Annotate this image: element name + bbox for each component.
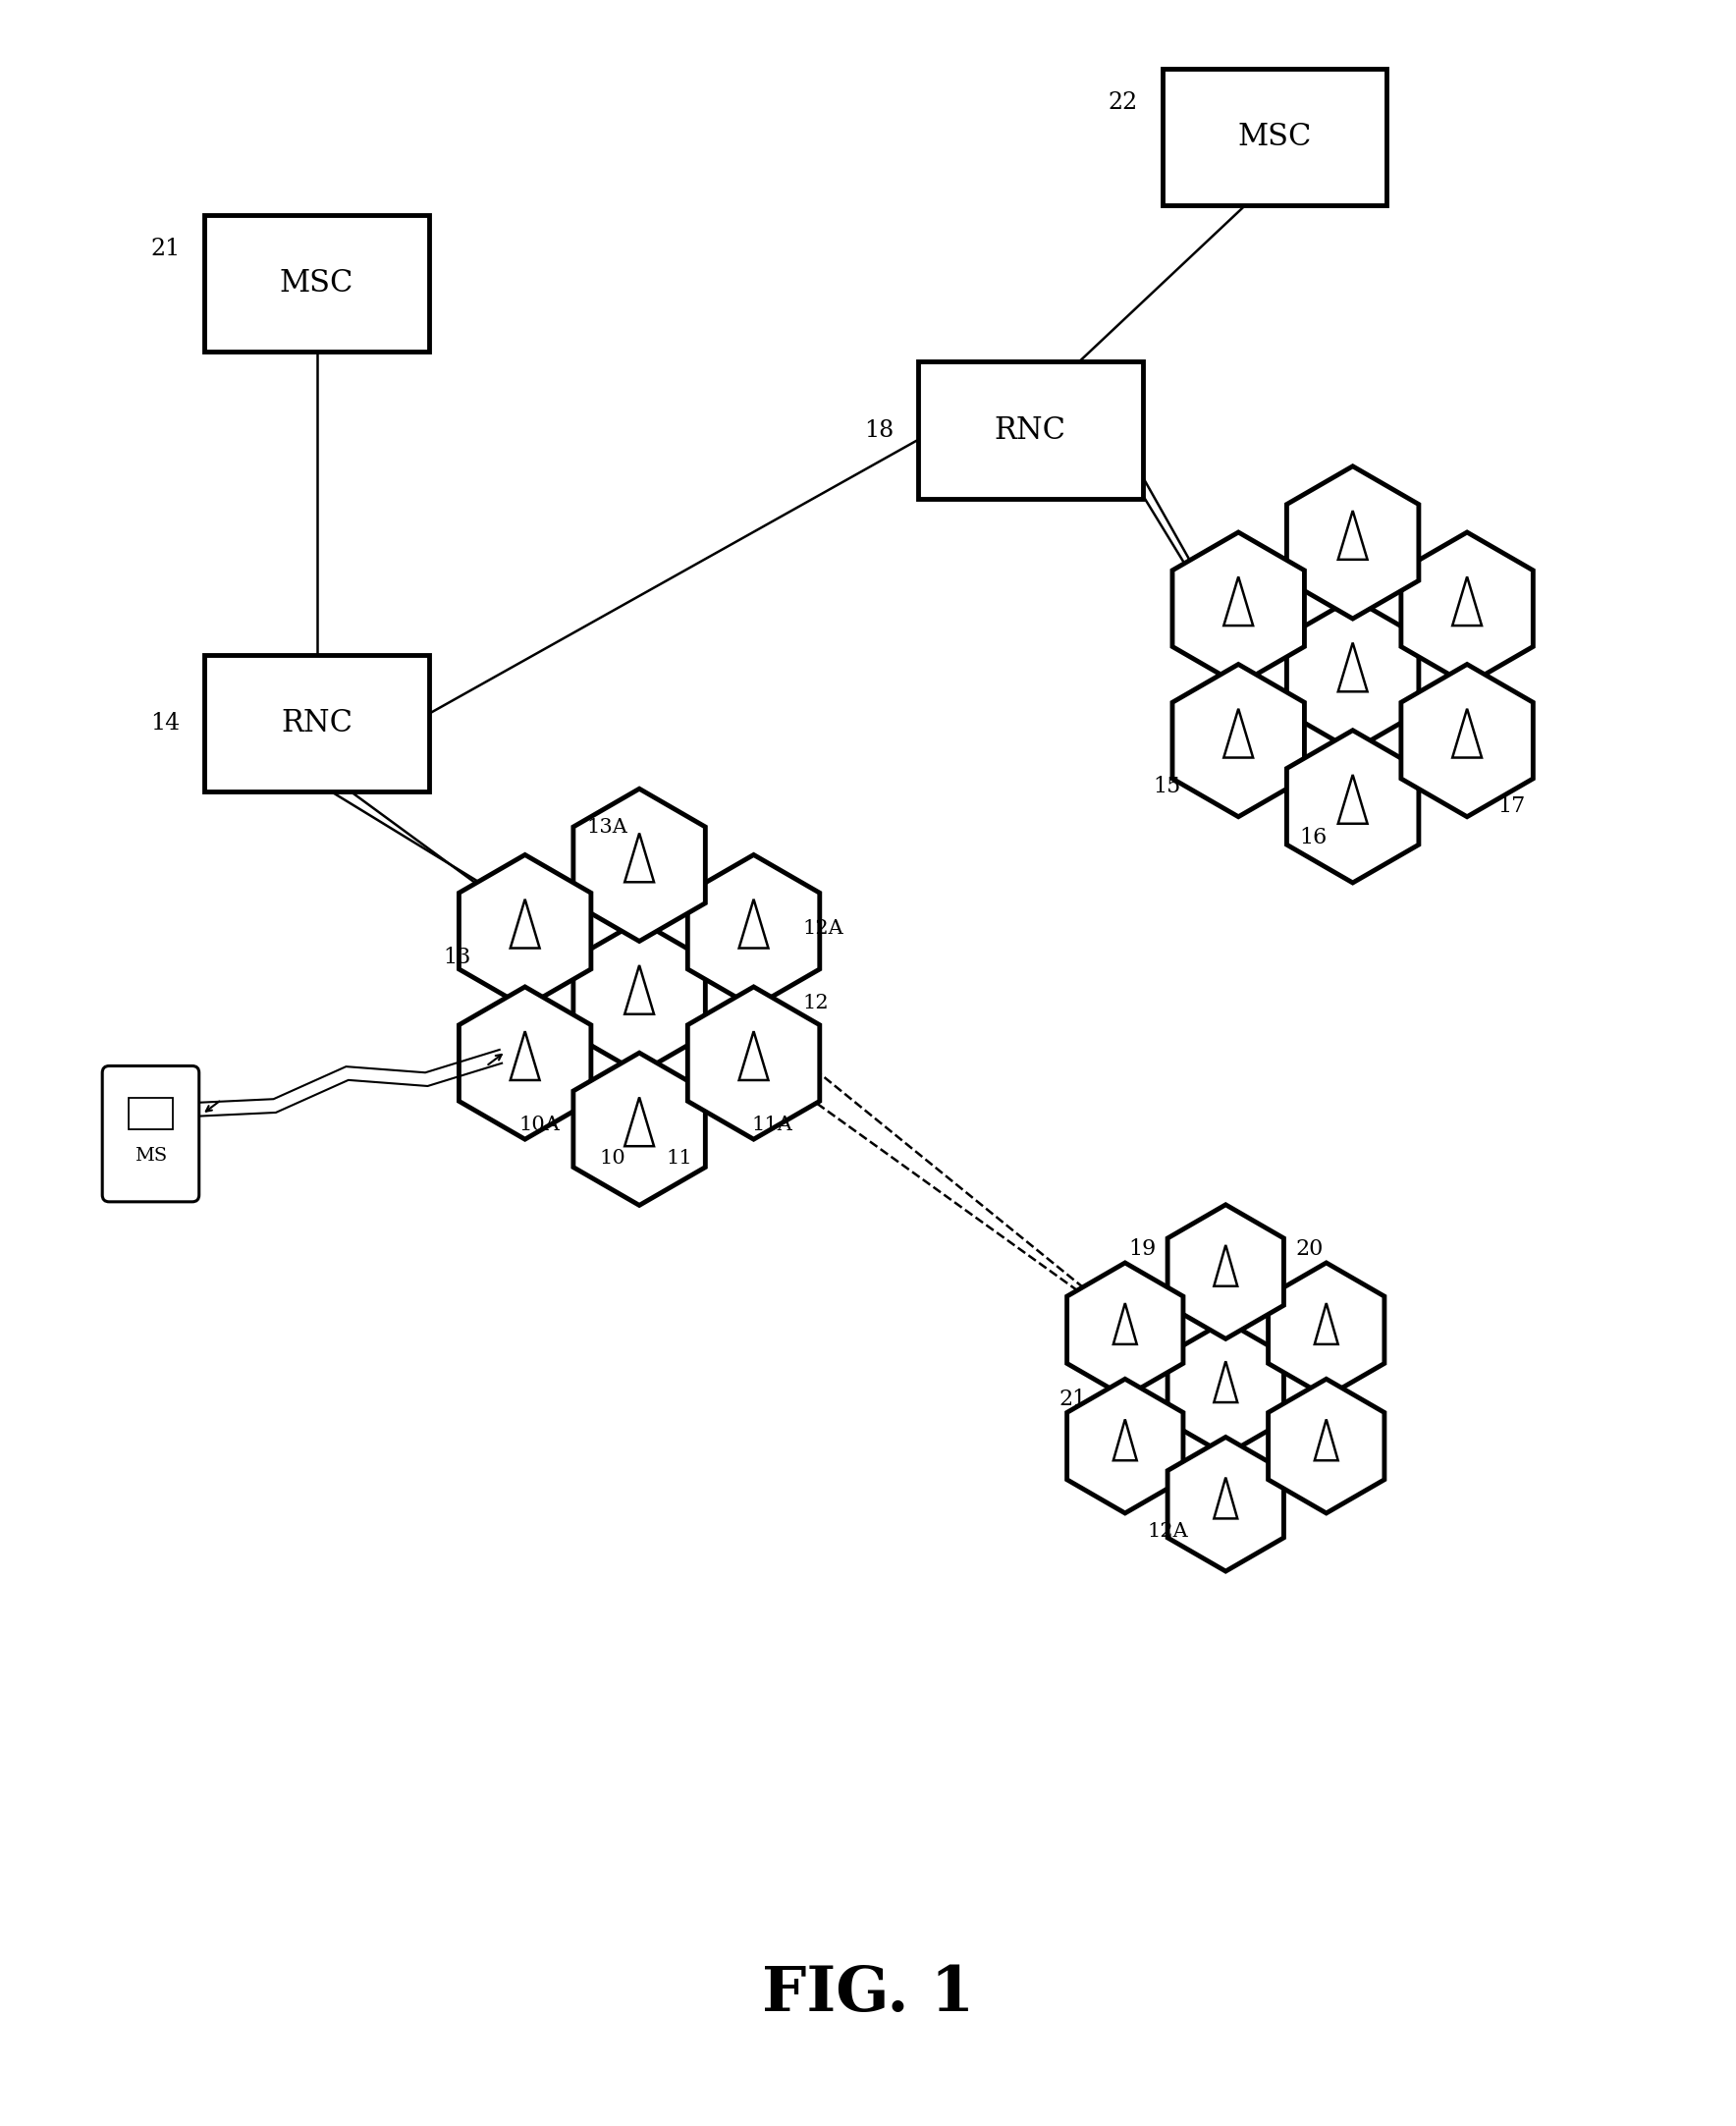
Polygon shape [740,1031,769,1080]
Polygon shape [1286,597,1418,750]
Polygon shape [1338,510,1368,559]
Polygon shape [1314,1420,1338,1461]
Text: MSC: MSC [279,268,354,300]
FancyBboxPatch shape [1161,68,1387,206]
Text: RNC: RNC [995,415,1066,444]
Polygon shape [573,1052,705,1205]
Text: 11A: 11A [752,1116,793,1135]
Polygon shape [1224,708,1253,757]
Polygon shape [1213,1361,1238,1403]
Text: 12A: 12A [1147,1522,1187,1539]
Polygon shape [1213,1478,1238,1518]
Text: MS: MS [134,1146,167,1165]
Polygon shape [1224,576,1253,625]
Polygon shape [1401,663,1533,816]
Text: 22: 22 [1108,91,1137,115]
Text: 12: 12 [802,995,828,1012]
Polygon shape [510,1031,540,1080]
Text: 10: 10 [599,1148,627,1167]
Polygon shape [1113,1303,1137,1344]
Text: 17: 17 [1498,795,1526,816]
Polygon shape [740,899,769,948]
Polygon shape [1269,1263,1384,1397]
Polygon shape [1168,1437,1285,1571]
Text: 18: 18 [865,419,894,442]
Text: 21: 21 [1059,1388,1087,1410]
Text: 13A: 13A [587,819,628,838]
Polygon shape [573,921,705,1074]
Polygon shape [1338,774,1368,823]
Polygon shape [1168,1320,1285,1454]
Text: 21: 21 [151,238,181,261]
FancyBboxPatch shape [102,1065,200,1201]
Polygon shape [1453,576,1483,625]
Text: 10A: 10A [519,1116,561,1135]
FancyBboxPatch shape [205,655,429,791]
Polygon shape [1172,532,1304,685]
Polygon shape [458,986,590,1140]
Polygon shape [1172,663,1304,816]
Polygon shape [1286,466,1418,619]
Text: 19: 19 [1128,1239,1156,1261]
Polygon shape [1213,1246,1238,1286]
FancyBboxPatch shape [918,361,1142,500]
Text: 16: 16 [1299,827,1326,848]
FancyBboxPatch shape [128,1097,172,1129]
Text: 11: 11 [667,1148,693,1167]
Polygon shape [1269,1380,1384,1514]
Text: 12A: 12A [802,918,844,938]
Polygon shape [1338,642,1368,691]
Polygon shape [625,1097,654,1146]
Text: RNC: RNC [281,708,352,738]
Polygon shape [687,986,819,1140]
Polygon shape [458,855,590,1008]
Text: FIG. 1: FIG. 1 [762,1964,974,2024]
FancyBboxPatch shape [205,215,429,353]
Text: 13: 13 [443,946,470,967]
Polygon shape [1113,1420,1137,1461]
Polygon shape [625,833,654,882]
Polygon shape [1401,532,1533,685]
Text: MSC: MSC [1238,121,1312,153]
Text: 15: 15 [1153,776,1180,797]
Polygon shape [1453,708,1483,757]
Polygon shape [573,789,705,942]
Polygon shape [510,899,540,948]
Polygon shape [1286,731,1418,882]
Polygon shape [1068,1380,1184,1514]
Polygon shape [1068,1263,1184,1397]
Polygon shape [1314,1303,1338,1344]
Text: 14: 14 [151,712,181,736]
Text: 20: 20 [1295,1239,1323,1261]
Polygon shape [625,965,654,1014]
Polygon shape [687,855,819,1008]
Polygon shape [1168,1205,1285,1339]
